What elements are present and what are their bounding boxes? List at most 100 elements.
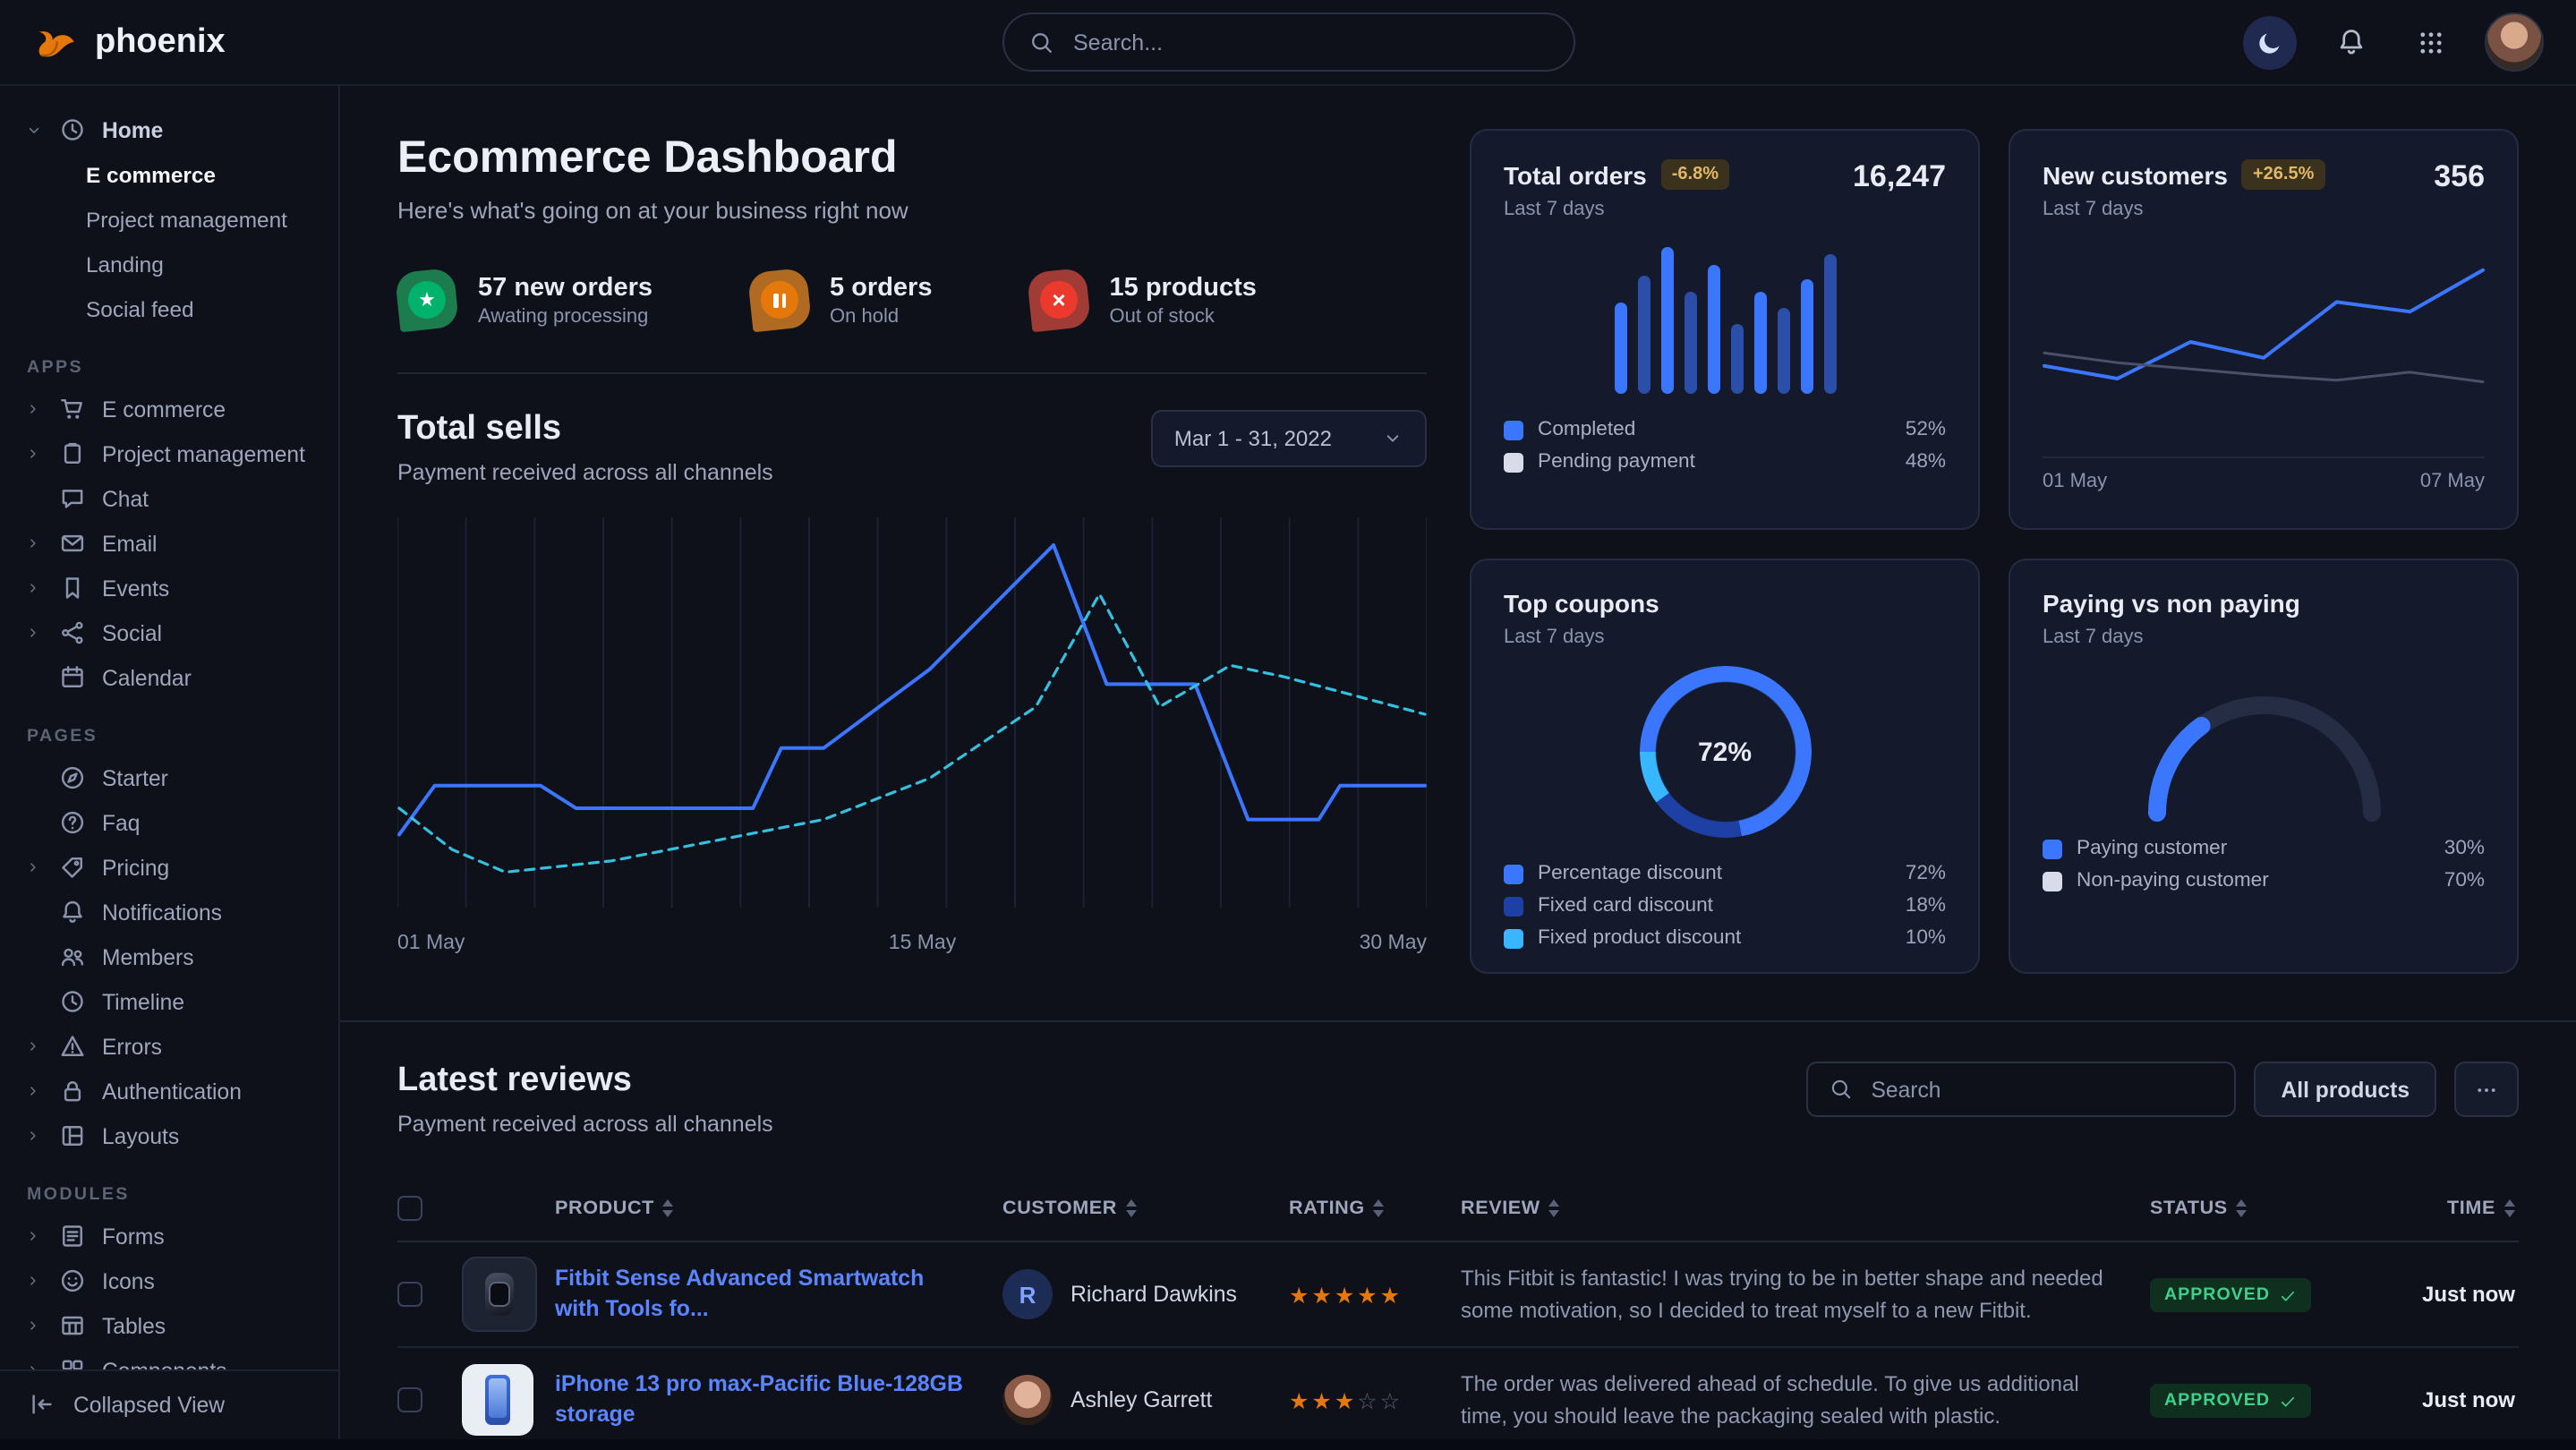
column-header-review[interactable]: REVIEW (1461, 1198, 2150, 1219)
x-icon: × (1040, 281, 1078, 319)
sidebar-item-errors[interactable]: Errors (0, 1024, 338, 1069)
sidebar-item-forms[interactable]: Forms (0, 1214, 338, 1258)
sidebar-item-email[interactable]: Email (0, 521, 338, 566)
stat-text: 5 ordersOn hold (830, 273, 932, 327)
x-tick: 01 May (397, 933, 465, 954)
phoenix-logo-icon (32, 19, 79, 65)
legend-value: 30% (2444, 838, 2485, 859)
sidebar-section-label: MODULES (27, 1185, 338, 1205)
notifications-button[interactable] (2324, 15, 2377, 69)
sidebar-subitem-social-feed[interactable]: Social feed (0, 286, 338, 331)
reviews-search-input[interactable] (1868, 1075, 2213, 1104)
sidebar: HomeE commerceProject managementLandingS… (0, 86, 340, 1450)
chevron-right-icon (25, 1228, 45, 1244)
sidebar-item-e-commerce[interactable]: E commerce (0, 387, 338, 431)
column-header-product[interactable]: PRODUCT (555, 1198, 1002, 1219)
sidebar-item-label: Events (102, 576, 169, 601)
sidebar-item-faq[interactable]: Faq (0, 800, 338, 845)
select-all-checkbox[interactable] (397, 1196, 422, 1221)
collapse-view-button[interactable]: Collapsed View (0, 1369, 338, 1439)
latest-reviews-title: Latest reviews (397, 1062, 773, 1101)
brand-name: phoenix (95, 22, 226, 62)
total-orders-title: Total orders (1504, 160, 1647, 189)
apps-grid-button[interactable] (2404, 15, 2458, 69)
column-header-time[interactable]: TIME (2365, 1198, 2519, 1219)
column-header-label: STATUS (2150, 1198, 2228, 1219)
sidebar-item-tables[interactable]: Tables (0, 1303, 338, 1348)
gauge-value-arc (2156, 705, 2371, 813)
chart-series (399, 545, 1425, 834)
sidebar-item-members[interactable]: Members (0, 934, 338, 979)
new-customers-value: 356 (2434, 159, 2485, 195)
new-customers-card: New customers +26.5% Last 7 days 356 01 … (2009, 129, 2519, 530)
users-icon (59, 942, 88, 971)
global-search-input[interactable] (1070, 28, 1548, 56)
customer-avatar: R (1002, 1269, 1053, 1319)
legend-value: 72% (1906, 863, 1946, 884)
brand-block[interactable]: phoenix (32, 19, 226, 65)
sidebar-item-chat[interactable]: Chat (0, 476, 338, 521)
sidebar-item-notifications[interactable]: Notifications (0, 890, 338, 934)
sort-icon (1374, 1199, 1385, 1217)
bookmark-icon (59, 574, 88, 602)
legend-swatch (1504, 864, 1523, 883)
column-header-label: TIME (2447, 1198, 2495, 1219)
page-title: Ecommerce Dashboard (397, 132, 1427, 184)
row-checkbox[interactable] (397, 1387, 422, 1412)
total-orders-period: Last 7 days (1504, 199, 1729, 220)
sidebar-item-label: Authentication (102, 1079, 242, 1104)
sidebar-item-events[interactable]: Events (0, 566, 338, 610)
top-coupons-title: Top coupons (1504, 589, 1659, 618)
horizontal-scrollbar[interactable] (0, 1439, 2576, 1450)
global-search[interactable] (1002, 13, 1574, 72)
more-options-button[interactable] (2454, 1062, 2519, 1117)
sidebar-subitem-landing[interactable]: Landing (0, 242, 338, 286)
column-header-label: RATING (1289, 1198, 1365, 1219)
sidebar-item-calendar[interactable]: Calendar (0, 655, 338, 700)
section-divider (397, 372, 1427, 374)
row-checkbox[interactable] (397, 1282, 422, 1307)
status-cell: APPROVED (2150, 1382, 2365, 1418)
column-header-label: REVIEW (1461, 1198, 1540, 1219)
date-range-select[interactable]: Mar 1 - 31, 2022 (1151, 410, 1427, 467)
bar (1800, 279, 1813, 394)
status-label: APPROVED (2164, 1391, 2270, 1411)
bar (1707, 265, 1719, 394)
sidebar-item-timeline[interactable]: Timeline (0, 979, 338, 1024)
sidebar-item-project-management[interactable]: Project management (0, 431, 338, 476)
sidebar-item-layouts[interactable]: Layouts (0, 1113, 338, 1158)
legend-row: Fixed product discount10% (1504, 927, 1946, 949)
pause-icon (760, 281, 798, 319)
customer-cell: Ashley Garrett (1002, 1375, 1289, 1425)
product-link[interactable]: Fitbit Sense Advanced Smartwatch with To… (555, 1265, 1002, 1325)
sidebar-item-authentication[interactable]: Authentication (0, 1069, 338, 1113)
all-products-button[interactable]: All products (2255, 1062, 2436, 1117)
sidebar-item-home[interactable]: Home (0, 107, 338, 152)
sidebar-item-pricing[interactable]: Pricing (0, 845, 338, 890)
sidebar-item-starter[interactable]: Starter (0, 755, 338, 800)
navbar-actions (2243, 13, 2544, 72)
bell-icon (2335, 27, 2366, 57)
top-coupons-card: Top coupons Last 7 days 72% Percentage d… (1470, 559, 1980, 974)
legend-swatch (2043, 871, 2062, 891)
sidebar-subitem-e-commerce[interactable]: E commerce (0, 152, 338, 197)
column-header-customer[interactable]: CUSTOMER (1002, 1198, 1289, 1219)
dark-mode-toggle[interactable] (2243, 15, 2297, 69)
stat-caption: Awating processing (478, 305, 653, 327)
column-header-rating[interactable]: RATING (1289, 1198, 1461, 1219)
chevron-right-icon (25, 1273, 45, 1289)
sidebar-subitem-project-management[interactable]: Project management (0, 197, 338, 242)
legend-label: Percentage discount (1538, 863, 1722, 884)
rating-stars: ★★★★★ (1289, 1281, 1461, 1308)
calendar-icon (59, 663, 88, 692)
chevron-right-icon (25, 401, 45, 417)
column-header-status[interactable]: STATUS (2150, 1198, 2365, 1219)
check-icon (2279, 1392, 2297, 1410)
sidebar-item-icons[interactable]: Icons (0, 1258, 338, 1303)
sort-icon (663, 1199, 674, 1217)
user-avatar[interactable] (2485, 13, 2544, 72)
product-link[interactable]: iPhone 13 pro max-Pacific Blue-128GB sto… (555, 1370, 1002, 1430)
reviews-search[interactable] (1807, 1062, 2237, 1117)
sidebar-item-social[interactable]: Social (0, 610, 338, 655)
sidebar-item-label: Faq (102, 810, 140, 835)
